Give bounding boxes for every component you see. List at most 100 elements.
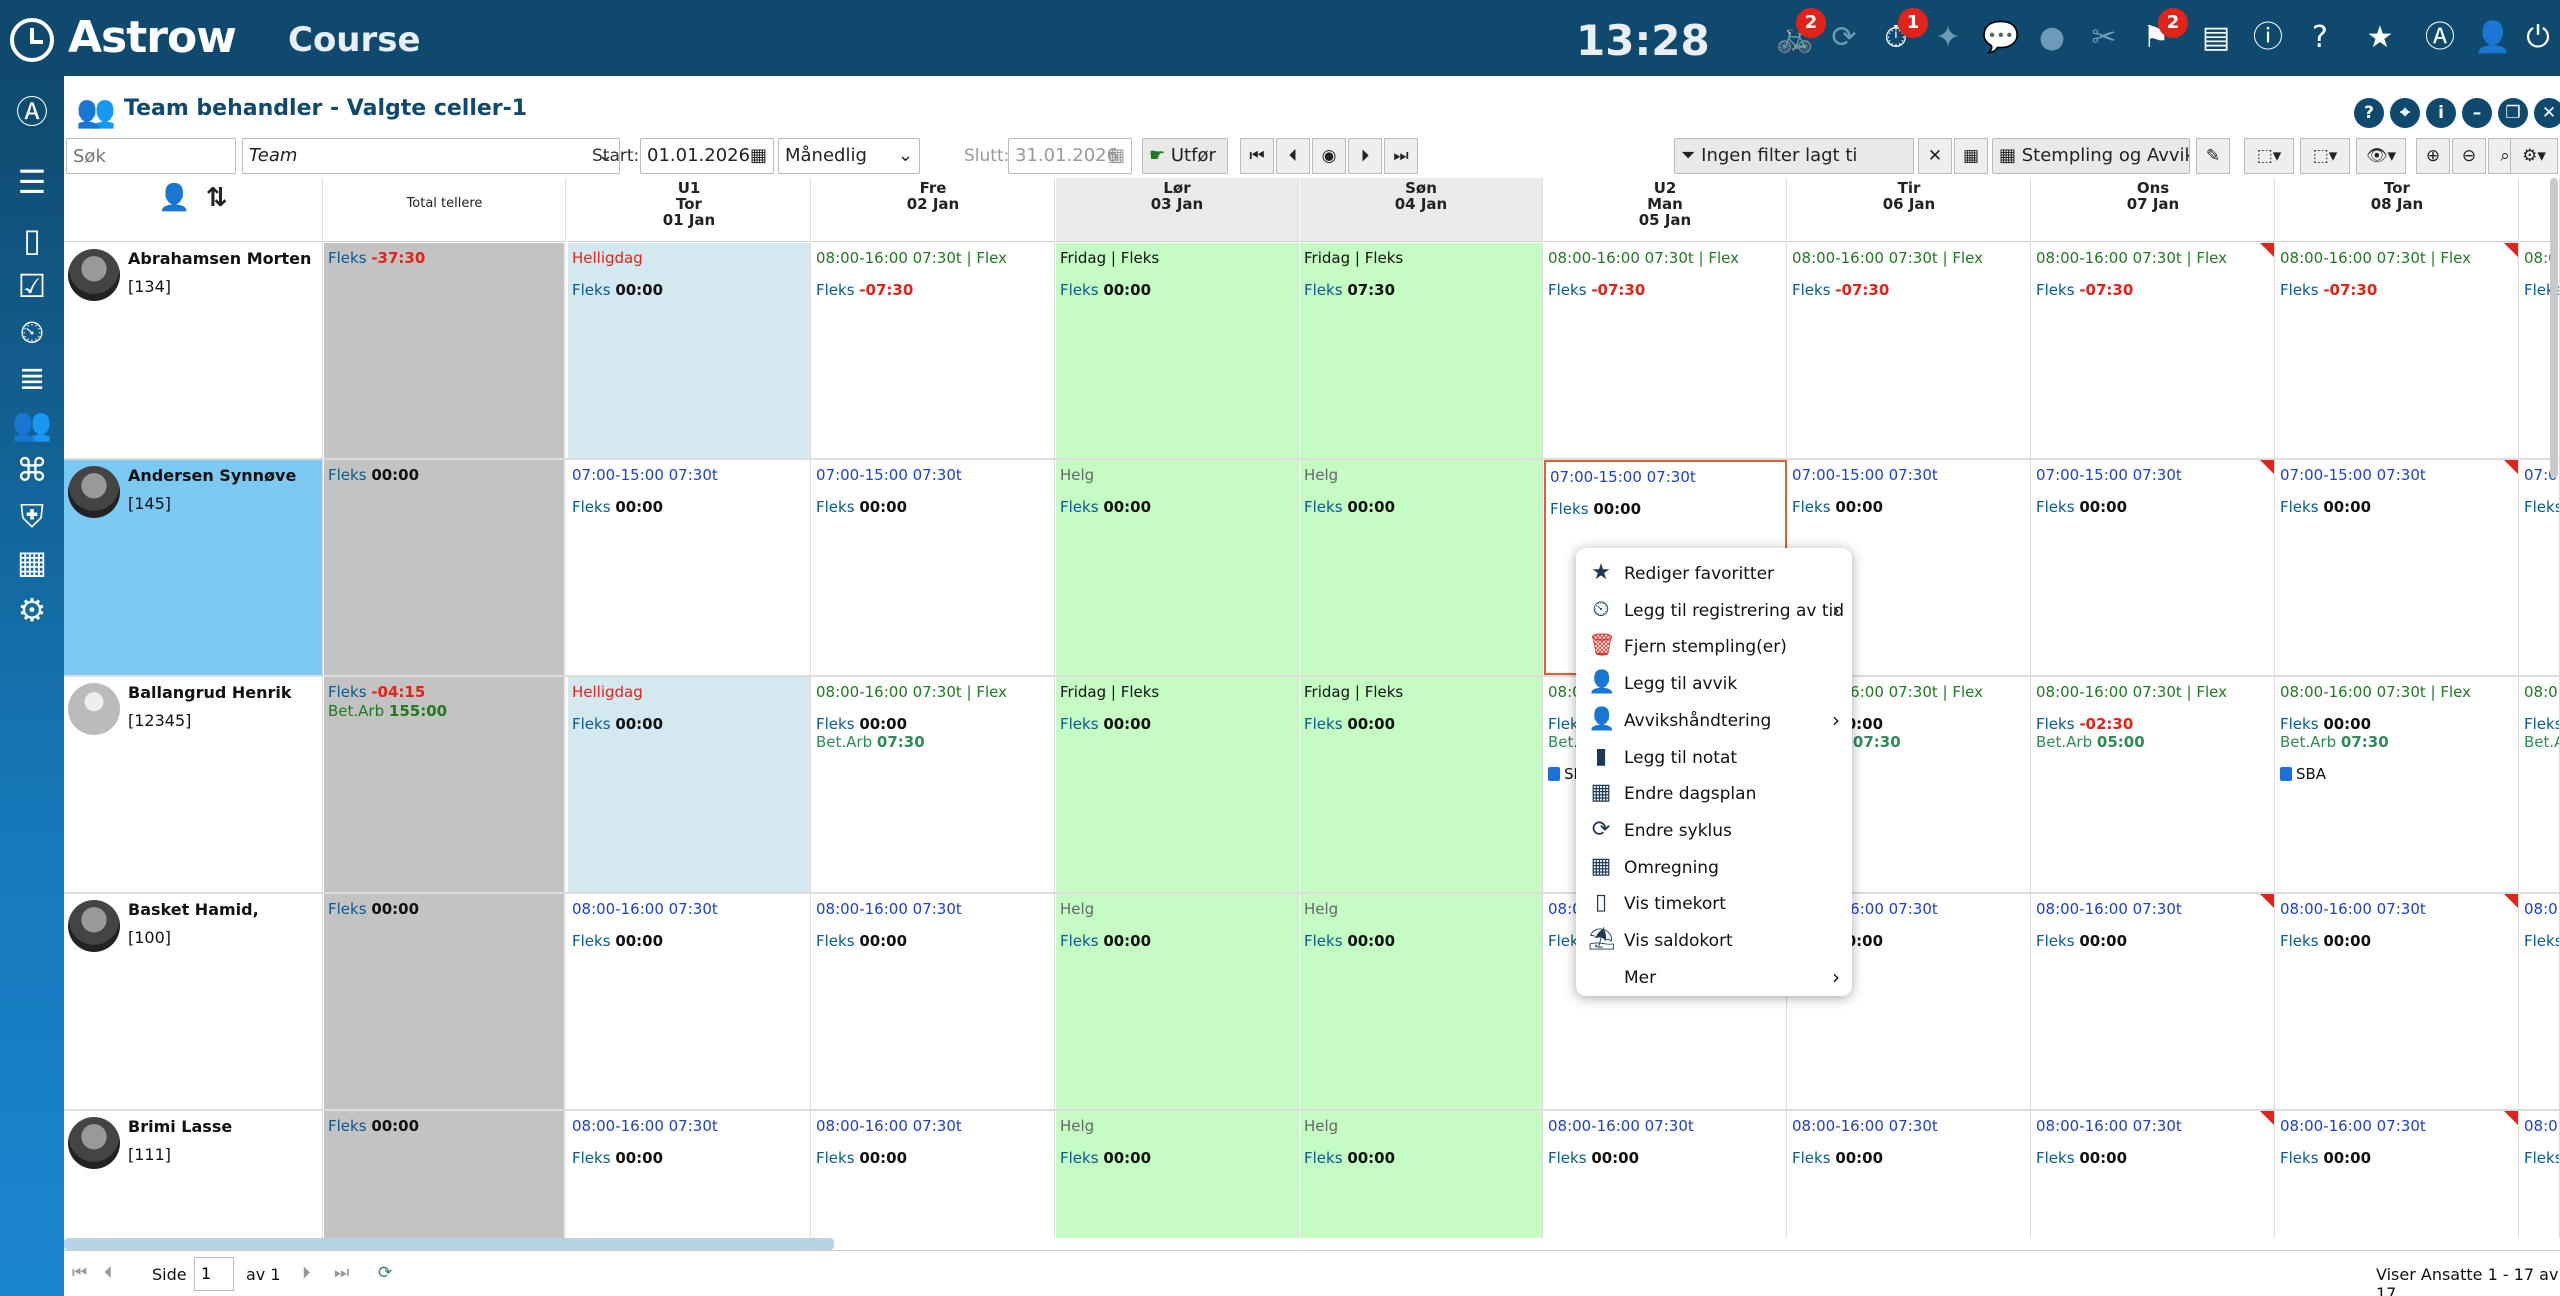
day-cell[interactable]: 08:00-16:00 07:30t Fleks 00:00	[568, 1111, 811, 1238]
day-cell[interactable]: 08:00-16:00 07:30t Fleks 00:00	[812, 1111, 1055, 1238]
rail-network-icon[interactable]: ⌘	[16, 451, 48, 489]
day-cell[interactable]: Fridag | Fleks Fleks 07:30	[1300, 243, 1543, 458]
run-button[interactable]: ☛ Utfør	[1142, 138, 1228, 174]
inbox-icon[interactable]: ⚑ 2	[2138, 8, 2188, 56]
calendar-view-icon[interactable]: ▦	[1954, 138, 1988, 174]
day-cell[interactable]: 08:00-16:00 07:30t Fleks 00:00	[2032, 894, 2275, 1109]
day-cell[interactable]: 08:00-16:00 07:30t | Flex Fleks -07:30	[812, 243, 1055, 458]
employee-cell[interactable]: Basket Hamid, [100]	[64, 894, 323, 1109]
view-options-icon[interactable]: 👁▾	[2356, 138, 2406, 174]
clear-filter-icon[interactable]: ✕	[1918, 138, 1952, 174]
info-icon[interactable]: i	[2426, 98, 2456, 128]
day-cell[interactable]: 08:00-16:00 07:30t | Flex Fleks -02:30 Bet…	[2032, 677, 2275, 892]
astrow-search-icon[interactable]: Ⓐ	[2422, 20, 2458, 56]
previous-period-button[interactable]: ⏴	[1276, 138, 1310, 174]
settings-dropdown-icon[interactable]: ⚙▾	[2510, 138, 2558, 174]
notification-bike-icon[interactable]: 🚲 2	[1776, 8, 1826, 56]
period-select[interactable]: Månedlig ⌄	[778, 138, 920, 174]
day-cell[interactable]: Fridag | Fleks Fleks 00:00	[1056, 677, 1299, 892]
export-csv-icon[interactable]: ⬚▾	[2244, 138, 2294, 174]
next-page-icon[interactable]: ⏵	[302, 1263, 311, 1283]
day-cell[interactable]: 08:00-16:00 07:30t | Flex Fleks -07:30	[1788, 243, 2031, 458]
tools-icon[interactable]: ✂	[2086, 20, 2122, 56]
message-icon[interactable]: ●	[2034, 20, 2070, 56]
current-period-button[interactable]: ◉	[1312, 138, 1346, 174]
zoom-in-icon[interactable]: ⊕	[2416, 138, 2450, 174]
day-cell[interactable]: 07:00-15:00 07:30t Fleks 00:00	[2032, 460, 2275, 675]
pin-icon[interactable]: ⌖	[2390, 98, 2420, 128]
next-period-button[interactable]: ⏵	[1348, 138, 1382, 174]
menu-recalculate[interactable]: ▦ Omregning	[1576, 850, 1852, 886]
day-cell[interactable]: Helg Fleks 00:00	[1056, 460, 1299, 675]
first-period-button[interactable]: ⏮	[1240, 138, 1274, 174]
calendar-icon[interactable]: ▦	[749, 145, 767, 166]
day-cell[interactable]: 07:00-15:00 07:30t Fleks 00:00	[2276, 460, 2519, 675]
rail-list-icon[interactable]: ≣	[18, 359, 46, 397]
menu-change-cycle[interactable]: ⟳ Endre syklus	[1576, 813, 1852, 849]
employee-cell[interactable]: Abrahamsen Morten [134]	[64, 243, 323, 458]
menu-change-dayplan[interactable]: ▦ Endre dagsplan	[1576, 776, 1852, 812]
rail-chart-icon[interactable]: ▦	[16, 543, 48, 581]
employee-cell[interactable]: Brimi Lasse [111]	[64, 1111, 323, 1238]
day-cell[interactable]: 07:00-15:00 07:30t Fleks 00:00	[812, 460, 1055, 675]
day-cell[interactable]: 08:00-16:00 07:30t Fleks 00:00	[812, 894, 1055, 1109]
start-date-input[interactable]: 01.01.2026 ▦	[640, 138, 774, 174]
minimize-icon[interactable]: –	[2462, 98, 2492, 128]
day-cell[interactable]: Helligdag Fleks 00:00	[568, 677, 811, 892]
day-cell[interactable]: Helligdag Fleks 00:00	[568, 243, 811, 458]
team-select[interactable]: Team ⌄	[242, 138, 620, 174]
menu-edit-favorites[interactable]: ★ Rediger favoritter	[1576, 556, 1852, 592]
vertical-scrollbar[interactable]	[2550, 178, 2558, 478]
menu-add-time-registration[interactable]: ⏲ Legg til registrering av tid ›	[1576, 593, 1852, 629]
page-number-input[interactable]: 1	[194, 1257, 234, 1291]
day-cell[interactable]: Helg Fleks 00:00	[1300, 460, 1543, 675]
help-icon[interactable]: ?	[2302, 20, 2338, 56]
day-cell[interactable]: Fridag | Fleks Fleks 00:00	[1300, 677, 1543, 892]
rail-checklist-icon[interactable]: ☑	[17, 267, 47, 305]
employee-cell[interactable]: Andersen Synnøve [145]	[64, 460, 323, 675]
day-cell[interactable]: 08:00-16:00 07:30t | Flex Fleks -07:30	[2276, 243, 2519, 458]
rail-settings-icon[interactable]: ⚙	[17, 591, 47, 629]
info-icon[interactable]: ⓘ	[2250, 20, 2286, 56]
search-input[interactable]	[66, 138, 236, 174]
restore-icon[interactable]: ❐	[2498, 98, 2528, 128]
id-card-icon[interactable]: ▤	[2198, 20, 2234, 56]
day-cell[interactable]: 07:0 Fleks	[2520, 460, 2560, 675]
sort-icon[interactable]: ⇅	[205, 183, 228, 213]
day-cell[interactable]: 08:00-16:00 07:30t Fleks 00:00	[568, 894, 811, 1109]
rail-tablet-icon[interactable]: ▯	[23, 221, 41, 259]
export-html-icon[interactable]: ⬚▾	[2300, 138, 2350, 174]
edit-icon[interactable]: ✎	[2196, 138, 2230, 174]
last-period-button[interactable]: ⏭	[1384, 138, 1418, 174]
horizontal-scrollbar[interactable]	[64, 1238, 834, 1250]
day-cell[interactable]: 08:00-16:00 07:30t | Flex Fleks -07:30	[1544, 243, 1787, 458]
rail-astrow-icon[interactable]: Ⓐ	[15, 93, 48, 131]
day-cell[interactable]: Helg Fleks 00:00	[1056, 1111, 1299, 1238]
menu-show-balance-card[interactable]: ⛱ Vis saldokort	[1576, 923, 1852, 959]
day-cell[interactable]: 08:00-16:00 07:30t | Flex Fleks -07:30	[2032, 243, 2275, 458]
menu-remove-stamping[interactable]: 🗑 Fjern stempling(er)	[1576, 629, 1852, 665]
day-cell[interactable]: 08:00-16:00 07:30t Fleks 00:00	[1788, 1111, 2031, 1238]
menu-show-timecard[interactable]: ▯ Vis timekort	[1576, 886, 1852, 922]
day-cell[interactable]: 08:00-16:00 07:30t Fleks 00:00	[2276, 894, 2519, 1109]
rail-menu-icon[interactable]: ☰	[17, 163, 47, 201]
prev-page-icon[interactable]: ⏴	[104, 1263, 113, 1283]
rail-shield-icon[interactable]: ⛨	[19, 497, 44, 535]
view-select[interactable]: ▦ Stempling og Avvik	[1992, 138, 2190, 174]
help-icon[interactable]: ?	[2354, 98, 2384, 128]
reload-icon[interactable]: ⟳	[378, 1263, 393, 1283]
day-cell[interactable]: 08:0 Fleks Bet.A	[2520, 677, 2560, 892]
day-cell[interactable]: Helg Fleks 00:00	[1300, 894, 1543, 1109]
day-cell[interactable]: Helg Fleks 00:00	[1056, 894, 1299, 1109]
refresh-icon[interactable]: ⟳	[1826, 20, 1862, 56]
zoom-out-icon[interactable]: ⊖	[2452, 138, 2486, 174]
close-icon[interactable]: ✕	[2534, 98, 2560, 128]
chat-icon[interactable]: 💬	[1982, 20, 2019, 56]
day-cell[interactable]: 08:0 Fleks	[2520, 894, 2560, 1109]
menu-deviation-handling[interactable]: 👤 Avvikshåndtering ›	[1576, 703, 1852, 739]
day-cell[interactable]: 08:00-16:00 07:30t Fleks 00:00	[2276, 1111, 2519, 1238]
first-page-icon[interactable]: ⏮	[72, 1263, 88, 1283]
day-cell[interactable]: Fridag | Fleks Fleks 00:00	[1056, 243, 1299, 458]
